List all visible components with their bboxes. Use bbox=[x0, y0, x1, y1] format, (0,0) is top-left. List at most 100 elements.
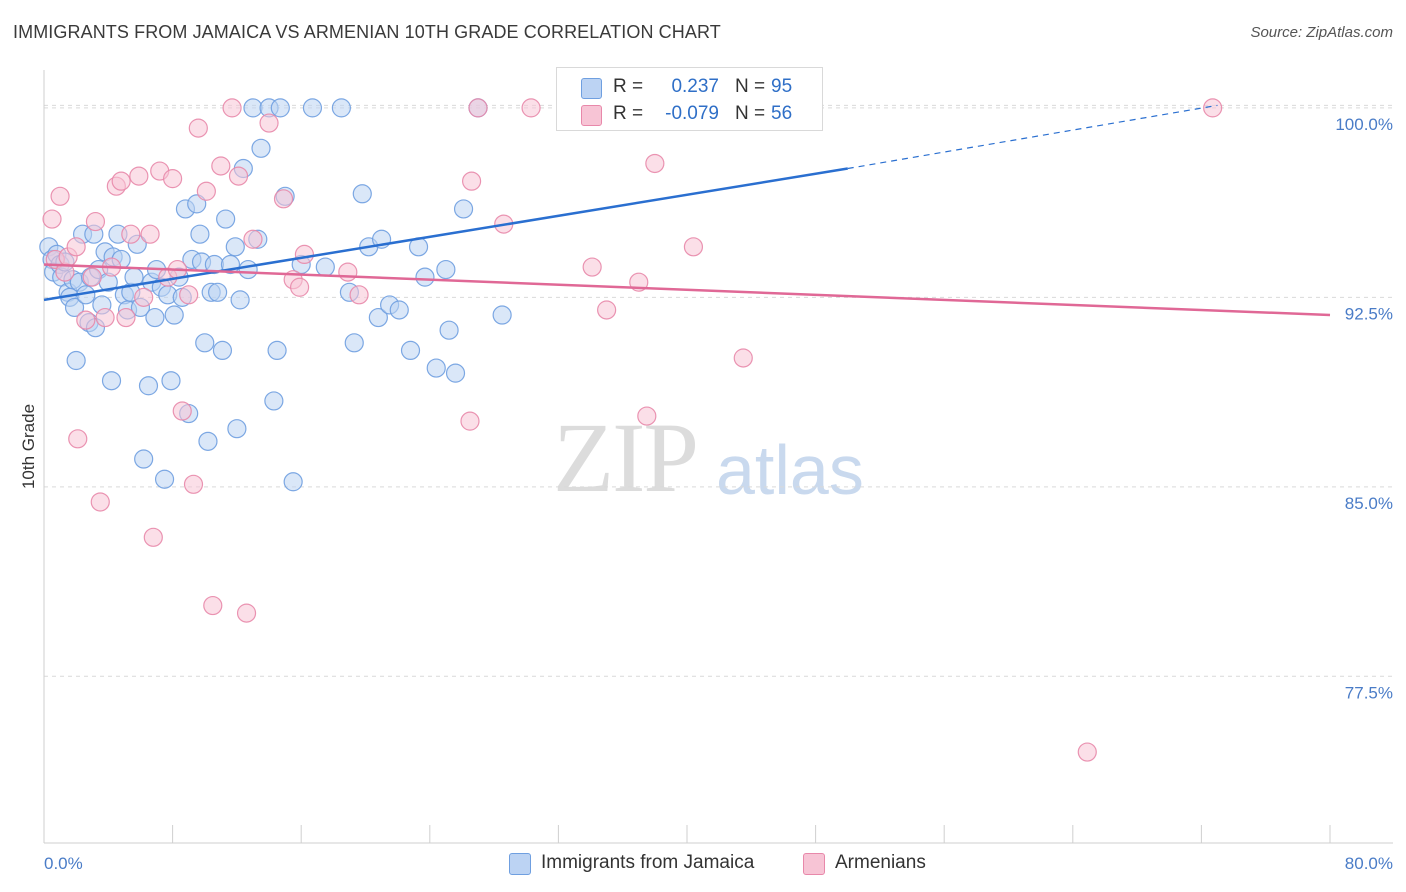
jamaica-point bbox=[154, 469, 175, 489]
armenian-point bbox=[1077, 742, 1097, 762]
legend-r-value: 0.237 bbox=[671, 76, 719, 97]
trend-layer bbox=[43, 104, 1331, 317]
jamaica-point bbox=[195, 333, 215, 353]
labels-layer: 77.5% 85.0% 92.5% 100.0% 0.0% 80.0% 10th Grade bbox=[19, 115, 1393, 873]
jamaica-point bbox=[66, 350, 86, 371]
jamaica-point bbox=[453, 199, 474, 219]
jamaica-point bbox=[238, 259, 258, 280]
jamaica-point bbox=[212, 340, 233, 361]
y-tick-label: 77.5% bbox=[1345, 683, 1393, 702]
jamaica-point bbox=[64, 297, 85, 318]
jamaica-point bbox=[198, 431, 218, 451]
jamaica-point bbox=[283, 472, 303, 492]
chart-title: IMMIGRANTS FROM JAMAICA VS ARMENIAN 10TH… bbox=[13, 22, 721, 42]
x-tick-label: 80.0% bbox=[1345, 854, 1393, 873]
armenian-point bbox=[460, 411, 480, 431]
armenian-point bbox=[289, 277, 310, 297]
armenian-point bbox=[461, 171, 482, 191]
jamaica-point bbox=[164, 305, 184, 325]
armenian-point bbox=[140, 224, 160, 244]
armenian-point bbox=[468, 98, 488, 118]
jamaica-point bbox=[400, 340, 421, 361]
jamaica-point bbox=[190, 224, 210, 244]
jamaica-point bbox=[368, 307, 388, 328]
stats-legend: R = 0.237 N = 95 R = -0.079 N = 56 bbox=[556, 67, 823, 131]
jamaica-point bbox=[208, 282, 228, 302]
jamaica-point bbox=[230, 290, 250, 310]
jamaica-trendline bbox=[43, 167, 848, 302]
jamaica-point bbox=[302, 98, 323, 118]
jamaica-point bbox=[187, 194, 207, 214]
armenian-point bbox=[645, 153, 665, 174]
jamaica-point bbox=[352, 184, 372, 204]
jamaica-point bbox=[436, 259, 456, 280]
armenian-point bbox=[76, 310, 96, 330]
jamaica-point bbox=[243, 98, 263, 118]
armenian-point bbox=[82, 267, 102, 287]
bottom-legend-swatch-armenians bbox=[803, 853, 825, 875]
armenian-point bbox=[228, 166, 249, 186]
armenian-point bbox=[111, 171, 131, 191]
jamaica-point bbox=[134, 449, 154, 469]
jamaica-point bbox=[161, 371, 181, 391]
armenian-point bbox=[338, 262, 358, 282]
jamaica-point bbox=[227, 419, 247, 439]
armenian-point bbox=[95, 307, 115, 328]
legend-n-value: 56 bbox=[771, 103, 793, 124]
legend-r-label: R = bbox=[613, 76, 644, 97]
jamaica-point bbox=[216, 209, 236, 229]
jamaica-point bbox=[251, 138, 271, 158]
legend-n-value: 95 bbox=[771, 76, 793, 97]
armenian-point bbox=[116, 307, 136, 328]
armenian-point bbox=[733, 348, 753, 368]
armenian-point bbox=[188, 118, 208, 138]
legend-swatch-jamaica bbox=[581, 78, 602, 99]
armenian-point bbox=[349, 285, 369, 305]
bottom-legend-label: Armenians bbox=[835, 852, 926, 873]
armenian-point bbox=[521, 98, 541, 118]
armenian-point bbox=[90, 492, 110, 512]
legend-n-label: N = bbox=[735, 76, 766, 97]
jamaica-point bbox=[225, 237, 245, 257]
jamaica-point bbox=[145, 307, 165, 328]
armenian-point bbox=[163, 169, 183, 189]
armenian-point bbox=[42, 209, 62, 229]
jamaica-point bbox=[389, 300, 409, 320]
armenian-point bbox=[66, 237, 86, 257]
axes-layer bbox=[43, 70, 1393, 844]
jamaica-point bbox=[264, 391, 284, 411]
legend-r-value: -0.079 bbox=[665, 103, 719, 124]
source-label: Source: ZipAtlas.com bbox=[1250, 24, 1393, 41]
watermark-atlas: atlas bbox=[716, 431, 864, 509]
jamaica-point bbox=[315, 257, 335, 277]
jamaica-point bbox=[270, 98, 290, 118]
y-axis-label: 10th Grade bbox=[19, 404, 38, 489]
y-tick-label: 100.0% bbox=[1335, 115, 1393, 134]
bottom-legend-swatch-jamaica bbox=[509, 853, 531, 875]
jamaica-point bbox=[101, 371, 122, 391]
armenian-point bbox=[172, 401, 192, 421]
jamaica-point bbox=[439, 320, 459, 340]
legend-r-label: R = bbox=[613, 103, 644, 124]
armenian-point bbox=[1203, 98, 1223, 118]
y-tick-label: 85.0% bbox=[1345, 494, 1393, 513]
jamaica-point bbox=[492, 305, 512, 325]
watermark-zip: ZIP bbox=[553, 402, 699, 513]
legend-row-armenians: R = -0.079 N = 56 bbox=[557, 100, 822, 128]
jamaica-point bbox=[267, 340, 287, 361]
grid-layer bbox=[44, 104, 1393, 677]
armenian-point bbox=[273, 189, 294, 209]
jamaica-point bbox=[445, 363, 466, 383]
jamaica-trendline-extension bbox=[847, 104, 1218, 170]
armenian-point bbox=[121, 224, 141, 244]
legend-swatch-armenians bbox=[581, 105, 602, 126]
armenian-point bbox=[68, 429, 88, 449]
armenian-point bbox=[222, 98, 242, 118]
x-tick-label: 0.0% bbox=[44, 854, 83, 873]
armenian-point bbox=[85, 211, 106, 232]
jamaica-point bbox=[344, 333, 364, 353]
legend-row-jamaica: R = 0.237 N = 95 bbox=[557, 73, 822, 101]
armenian-point bbox=[582, 257, 602, 277]
armenian-point bbox=[236, 603, 257, 623]
armenian-point bbox=[637, 406, 657, 426]
